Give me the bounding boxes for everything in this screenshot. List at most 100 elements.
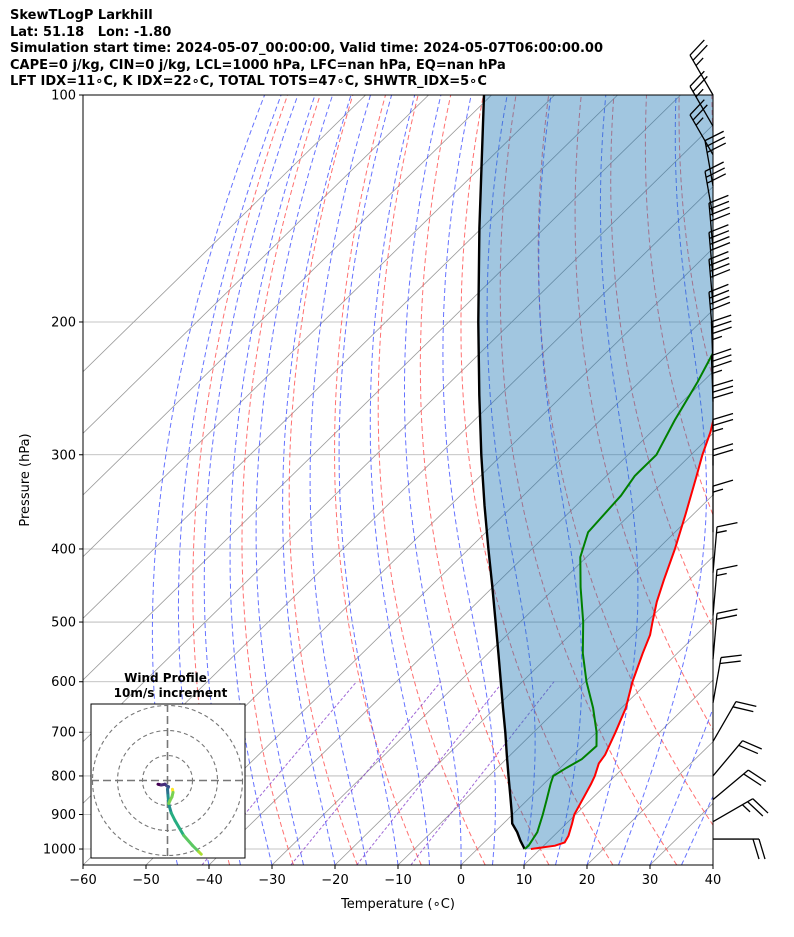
dry-adiabat-line <box>334 95 422 865</box>
hodograph-segment <box>197 850 203 856</box>
isotherm-line <box>83 95 492 496</box>
x-tick-label: 10 <box>516 873 533 888</box>
dry-adiabat-line <box>419 95 550 865</box>
times-line: Simulation start time: 2024-05-07_00:00:… <box>10 41 603 56</box>
wind-barb <box>712 654 742 703</box>
isotherm-line <box>712 864 713 865</box>
wind-barb <box>712 608 738 660</box>
x-tick-label: −20 <box>321 873 348 888</box>
wind-barb <box>708 194 731 249</box>
dry-adiabat-line <box>288 95 358 865</box>
parcel-profile-line <box>477 95 526 850</box>
x-tick-label: 30 <box>642 873 659 888</box>
isotherm-line <box>83 124 713 743</box>
wind-barb <box>712 412 734 466</box>
x-tick-label: 0 <box>457 873 465 888</box>
parameters-line: CAPE=0 j/kg, CIN=0 j/kg, LCL=1000 hPa, L… <box>10 57 506 73</box>
moist-adiabat-line <box>538 95 583 865</box>
hodograph-plot <box>91 704 245 858</box>
moist-adiabat-line <box>681 795 713 865</box>
moist-adiabat-line <box>229 95 316 865</box>
y-tick-label: 300 <box>51 448 76 463</box>
isotherm-line <box>271 432 713 865</box>
mixing-ratio-line <box>290 681 442 865</box>
mixing-ratio-line <box>410 681 555 865</box>
x-tick-label: −40 <box>195 873 222 888</box>
chart-title: SkewTLogP Larkhill <box>10 8 153 23</box>
x-tick-label: −30 <box>258 873 285 888</box>
x-tick-label: −10 <box>384 873 411 888</box>
wind-barb <box>712 521 738 573</box>
y-axis-label: Pressure (hPa) <box>18 433 33 526</box>
y-tick-label: 100 <box>51 89 76 104</box>
dry-adiabat-line <box>610 95 713 630</box>
isotherm-line <box>83 95 555 558</box>
wind-barb <box>704 130 727 187</box>
moist-adiabat-line <box>745 95 794 865</box>
dry-adiabat-line <box>377 95 486 865</box>
wind-barb <box>712 740 763 777</box>
wind-barb <box>710 314 732 368</box>
moist-adiabat-line <box>338 95 399 865</box>
dry-adiabat-line <box>777 95 794 865</box>
isotherm-line <box>83 95 681 681</box>
x-axis-label: Temperature (∘C) <box>340 897 455 912</box>
moist-adiabat-line <box>309 95 371 865</box>
dewpoint-line <box>523 350 713 850</box>
hodograph-segment <box>167 802 173 815</box>
hodograph-segment <box>173 819 186 837</box>
dry-adiabat-line <box>460 95 614 865</box>
dry-adiabat-line <box>537 95 713 827</box>
hodograph-segment <box>167 799 172 805</box>
y-tick-label: 400 <box>51 542 76 557</box>
y-tick-label: 700 <box>51 726 76 741</box>
chart-header: SkewTLogP Larkhill Lat: 51.18 Lon: -1.80… <box>10 8 603 91</box>
wind-barb <box>689 99 714 156</box>
wind-barb <box>712 798 769 823</box>
hodograph-segment <box>182 834 194 847</box>
dry-adiabat-line <box>644 95 713 517</box>
cin-shaded-area <box>478 95 713 849</box>
x-tick-label: −50 <box>132 873 159 888</box>
wind-barb <box>704 161 727 217</box>
inset-title: Wind Profile <box>124 671 207 685</box>
moist-adiabat-line <box>712 863 713 865</box>
isotherm-line <box>460 617 713 865</box>
dry-adiabat-line <box>744 95 794 865</box>
dry-adiabat-line <box>574 95 713 731</box>
wind-barb <box>712 769 767 801</box>
y-tick-label: 200 <box>51 315 76 330</box>
x-tick-label: 40 <box>705 873 722 888</box>
location-line: Lat: 51.18 Lon: -1.80 <box>10 24 172 40</box>
wind-barb <box>689 39 714 96</box>
isotherm-line <box>83 95 618 619</box>
indices-line: LFT IDX=11∘C, K IDX=22∘C, TOTAL TOTS=47∘… <box>10 74 487 89</box>
isotherm-line <box>334 494 713 865</box>
isotherm-line <box>208 371 713 865</box>
moist-adiabat-line <box>586 95 639 865</box>
wind-barb <box>713 838 766 860</box>
isotherm-line <box>397 556 713 865</box>
wind-barb <box>712 700 757 742</box>
moist-adiabat-line <box>369 95 430 865</box>
moist-adiabat-line <box>282 95 352 865</box>
x-tick-label: −60 <box>69 873 96 888</box>
y-tick-label: 600 <box>51 675 76 690</box>
y-tick-label: 800 <box>51 769 76 784</box>
dry-adiabat-line <box>711 95 713 145</box>
isotherm-line <box>523 679 713 865</box>
x-tick-label: 20 <box>579 873 596 888</box>
wind-barb <box>712 564 738 616</box>
temperature-line <box>530 417 713 850</box>
inset-subtitle: 10m/s increment <box>114 686 228 700</box>
moist-adiabat-line <box>255 95 334 865</box>
isotherm-line <box>83 95 429 434</box>
wind-barb <box>712 443 734 496</box>
y-tick-label: 1000 <box>43 843 76 858</box>
dry-adiabat-line <box>241 95 321 865</box>
dry-adiabat-line <box>499 95 678 865</box>
isotherm-line <box>83 95 366 373</box>
y-tick-label: 900 <box>51 808 76 823</box>
moist-adiabat-line <box>203 95 299 865</box>
